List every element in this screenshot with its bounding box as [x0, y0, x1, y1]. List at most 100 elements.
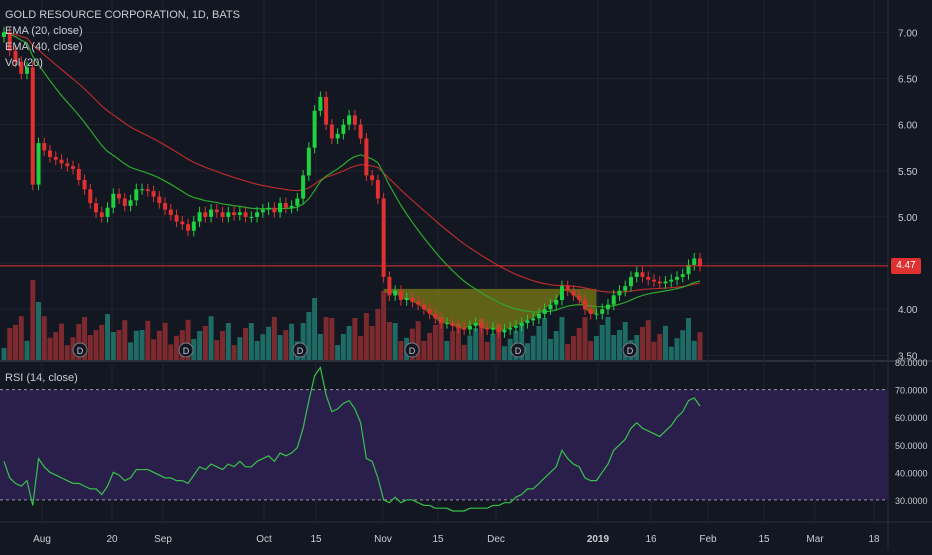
- volume-bar: [340, 334, 346, 360]
- price-tick-label: 5.00: [898, 213, 918, 224]
- volume-bar: [82, 317, 88, 360]
- candle-body: [111, 193, 116, 208]
- candle-body: [531, 318, 536, 321]
- volume-bar: [47, 337, 53, 360]
- volume-bar: [139, 330, 145, 360]
- candle-body: [358, 124, 363, 139]
- volume-bar: [536, 326, 542, 360]
- volume-bar: [260, 334, 266, 360]
- candle-body: [214, 209, 219, 213]
- volume-bar: [7, 328, 13, 360]
- candle-body: [352, 115, 357, 125]
- volume-bar: [490, 333, 496, 360]
- volume-bar: [697, 332, 703, 360]
- volume-bar: [691, 340, 697, 360]
- candle-body: [559, 286, 564, 300]
- legend-volume[interactable]: Vol (20): [5, 57, 43, 69]
- volume-bar: [386, 322, 392, 360]
- candle-body: [577, 295, 582, 300]
- candle-body: [605, 304, 610, 310]
- volume-bar: [674, 338, 680, 360]
- ema20-line: [3, 31, 701, 313]
- time-tick-label: Feb: [699, 534, 717, 545]
- volume-bar: [438, 317, 444, 360]
- volume-bar: [13, 324, 19, 360]
- time-tick-label: Dec: [487, 534, 505, 545]
- dividend-marker: [178, 342, 194, 358]
- volume-bar: [639, 327, 645, 360]
- candle-body: [565, 286, 570, 291]
- candle-body: [117, 193, 122, 199]
- volume-bar: [312, 298, 318, 360]
- candle-body: [657, 281, 662, 284]
- candle-body: [375, 180, 380, 199]
- rsi-legend[interactable]: RSI (14, close): [5, 372, 78, 384]
- rsi-tick-label: 50.0000: [895, 441, 928, 451]
- volume-bar: [1, 348, 7, 360]
- dividend-marker-label: D: [627, 346, 634, 356]
- time-tick-label: 15: [310, 534, 322, 545]
- volume-bar: [237, 337, 243, 360]
- dividend-marker: [404, 342, 420, 358]
- time-tick-label: 20: [106, 534, 118, 545]
- volume-bar: [444, 341, 450, 360]
- volume-bar: [392, 323, 398, 360]
- volume-bar: [346, 326, 352, 360]
- price-tick-label: 4.00: [898, 305, 918, 316]
- volume-bar: [289, 323, 295, 360]
- volume-bar: [128, 342, 134, 360]
- volume-bar: [323, 317, 329, 360]
- volume-bar: [363, 313, 369, 360]
- candle-body: [312, 110, 317, 148]
- volume-bar: [53, 332, 59, 360]
- legend-ema40[interactable]: EMA (40, close): [5, 41, 83, 53]
- candle-body: [462, 327, 467, 330]
- volume-bar: [461, 344, 467, 360]
- candle-body: [301, 175, 306, 199]
- candle-body: [163, 203, 168, 210]
- candle-body: [490, 327, 495, 330]
- candle-body: [623, 286, 628, 291]
- volume-bar: [36, 302, 42, 360]
- candle-body: [94, 203, 99, 213]
- volume-bar: [559, 317, 565, 360]
- candle-body: [456, 325, 461, 328]
- candle-body: [7, 32, 12, 51]
- volume-bar: [208, 316, 214, 360]
- dividend-marker-label: D: [409, 346, 416, 356]
- rsi-tick-label: 60.0000: [895, 413, 928, 423]
- dividend-marker: [292, 342, 308, 358]
- time-tick-label: 2019: [587, 534, 610, 545]
- candle-body: [421, 304, 426, 310]
- candle-body: [82, 180, 87, 190]
- time-tick-label: 15: [432, 534, 444, 545]
- candle-body: [151, 191, 156, 197]
- candle-body: [416, 301, 421, 305]
- candle-body: [65, 163, 70, 167]
- candle-body: [180, 221, 185, 225]
- legend-ema20[interactable]: EMA (20, close): [5, 25, 83, 37]
- volume-bar: [375, 309, 381, 360]
- price-tick-label: 6.50: [898, 74, 918, 85]
- candle-body: [485, 327, 490, 330]
- volume-bar: [271, 317, 277, 360]
- candle-body: [669, 279, 674, 282]
- volume-bar: [248, 323, 254, 360]
- candle-body: [381, 198, 386, 277]
- candle-body: [513, 325, 518, 328]
- volume-bar: [622, 322, 628, 360]
- volume-bar: [645, 320, 651, 360]
- candle-body: [48, 150, 53, 157]
- dividend-marker: [510, 342, 526, 358]
- volume-bar: [553, 331, 559, 360]
- candle-body: [450, 323, 455, 326]
- volume-bar: [122, 320, 128, 360]
- candle-body: [128, 200, 133, 206]
- volume-bar: [565, 344, 571, 360]
- volume-bar: [133, 330, 139, 360]
- volume-bar: [657, 333, 663, 360]
- candle-body: [134, 189, 139, 201]
- candle-body: [634, 272, 639, 277]
- rsi-band: [0, 389, 888, 500]
- time-tick-label: Nov: [374, 534, 392, 545]
